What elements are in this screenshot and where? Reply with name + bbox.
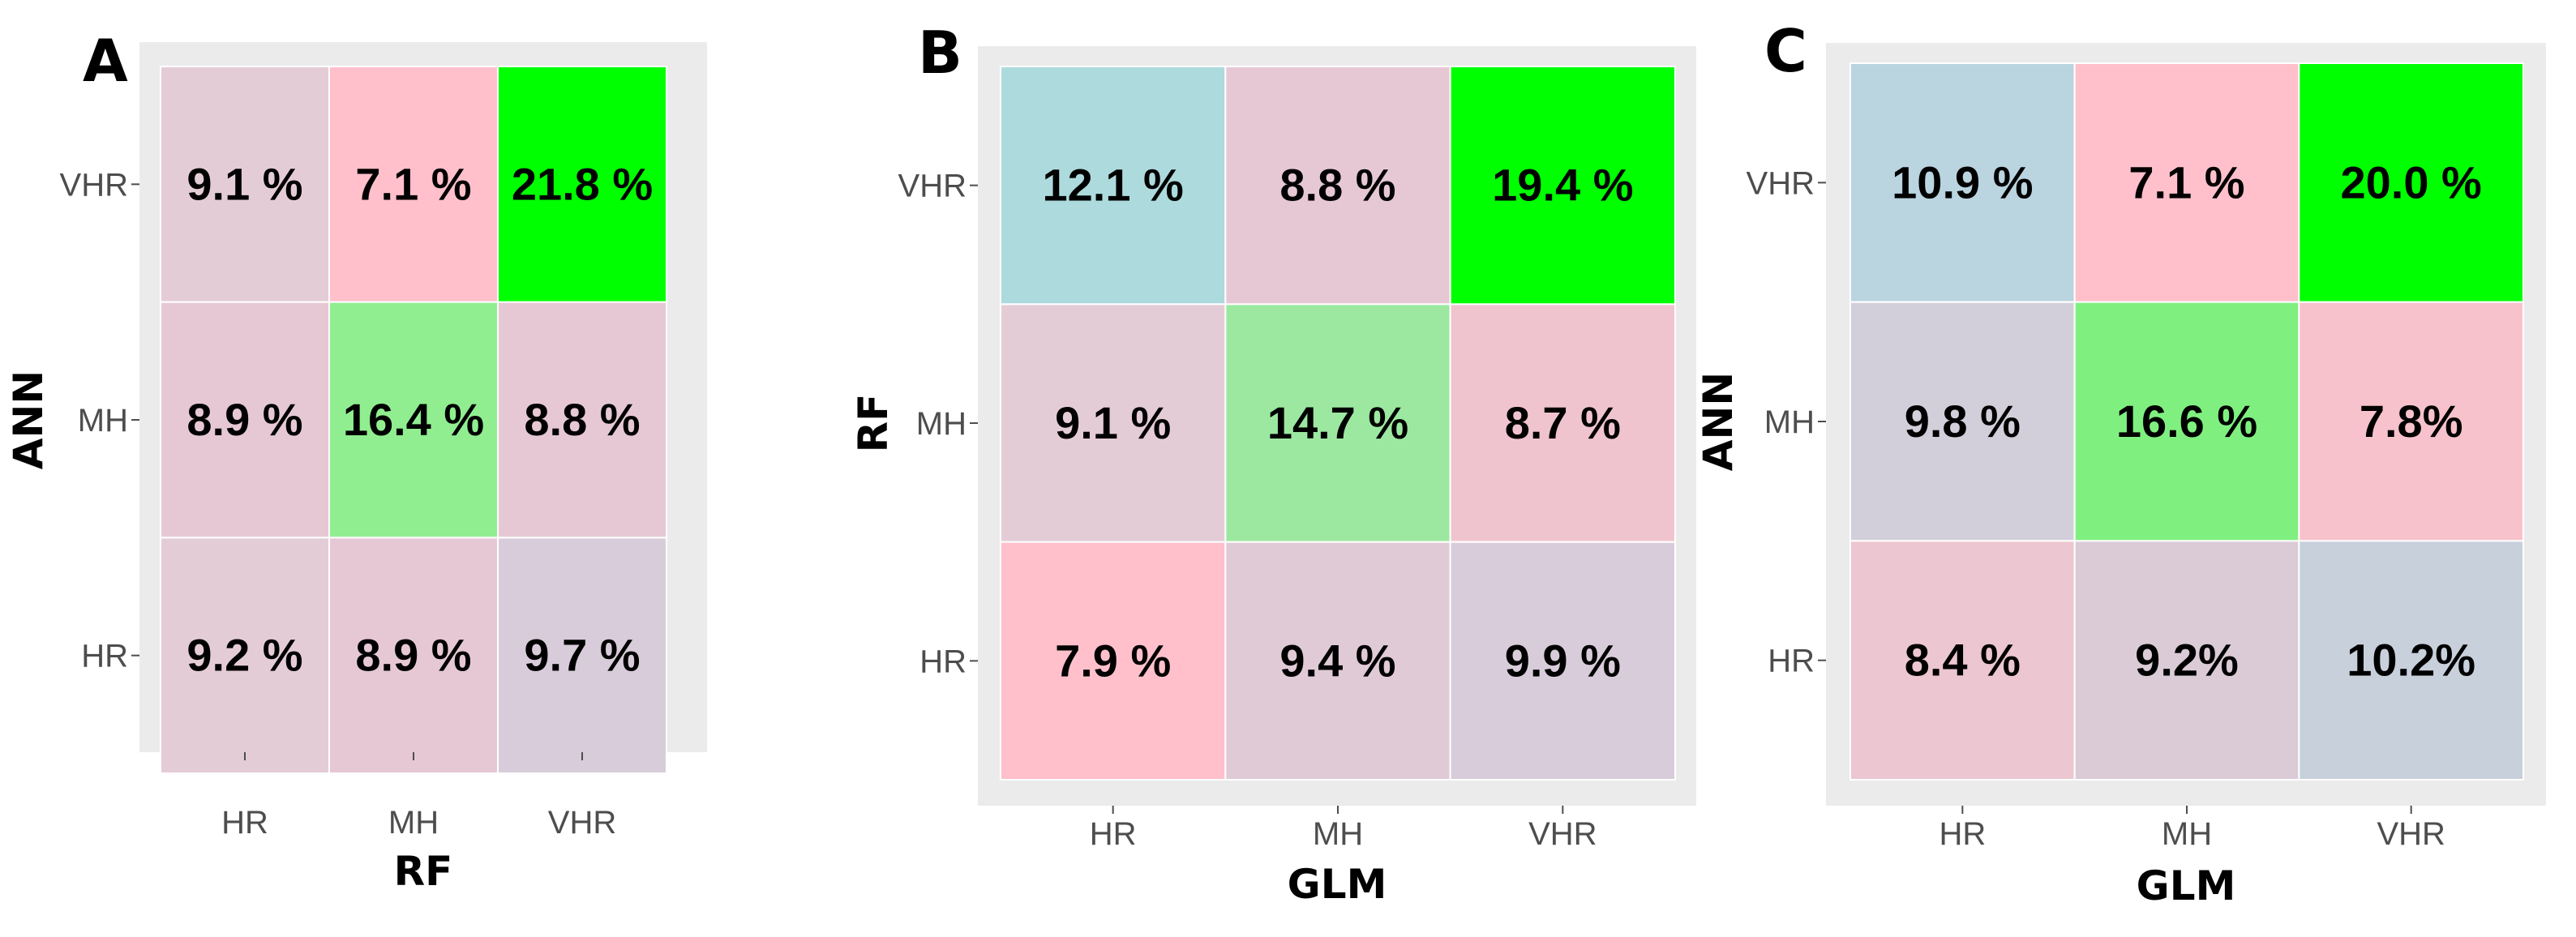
cell-value-label: 9.1 % [186,158,302,209]
cell-value-label: 9.8 % [1905,396,2021,447]
heatmap-cell [2073,540,2300,781]
heatmap-cell [497,66,667,303]
cell-value-label: 9.9 % [1505,635,1621,686]
heatmap-cell [2298,540,2524,781]
heatmap-cell [2073,62,2300,303]
heatmap-cell [160,301,330,539]
heatmap-cell [1224,541,1451,781]
heatmap-cell [2073,301,2300,542]
cell-value-label: 16.6 % [2116,396,2257,447]
cell-value-label: 12.1 % [1042,160,1183,211]
x-tick-label: MH [388,805,439,841]
cell-value-label: 9.2% [2135,635,2239,686]
panel-letter: C [1764,17,1807,85]
heatmap-cell [1449,541,1676,781]
y-tick-label: VHR [60,167,128,203]
y-axis-title: ANN [1695,372,1742,471]
heatmap-cell [1849,301,2076,542]
x-tick-label: VHR [2377,816,2445,852]
cell-value-label: 10.9 % [1892,156,2033,208]
heatmap-cell [160,66,330,303]
cell-value-label: 7.1 % [2128,156,2244,208]
y-axis-title: ANN [5,370,52,469]
cell-value-label: 9.1 % [1055,397,1171,448]
cell-value-label: 10.2% [2347,635,2475,686]
heatmap-panel-a: 9.1 % 7.1 % 21.8 % 8.9 % 16.4 % 8.8 % 9.2 % 8.9… [5,27,707,895]
cell-value-label: 8.8 % [524,394,640,445]
x-tick-label: HR [1090,816,1137,852]
y-tick-label: MH [916,406,967,442]
y-tick-label: HR [1768,644,1815,679]
heatmap-cell [2298,62,2524,303]
heatmap-cell [1449,303,1676,543]
cell-value-label: 21.8 % [512,158,653,209]
cell-value-label: 8.9 % [355,630,471,681]
heatmap-cell [1224,303,1451,543]
cell-value-label: 9.7 % [524,630,640,681]
heatmap-cell [2298,301,2524,542]
heatmap-panel-b: 12.1 % 8.8 % 19.4 % 9.1 % 14.7 % 8.7 % 7.9 % 9.… [850,19,1696,908]
y-tick-label: VHR [1747,165,1815,201]
cell-value-label: 9.4 % [1279,635,1395,686]
y-tick-label: MH [78,403,128,439]
heatmap-panel-c: 10.9 % 7.1 % 20.0 % 9.8 % 16.6 % 7.8% 8.4 % 9.2… [1695,17,2546,909]
x-tick-label: MH [1313,816,1363,852]
heatmap-cell [1849,540,2076,781]
heatmap-cell [1000,541,1227,781]
cell-value-label: 8.8 % [1279,160,1395,211]
heatmap-cell [1449,66,1676,306]
cell-value-label: 9.2 % [186,630,302,681]
y-axis-title: RF [850,394,897,453]
cell-value-label: 16.4 % [343,394,484,445]
heatmap-cell [1000,303,1227,543]
x-axis-title: RF [394,848,453,895]
cell-value-label: 19.4 % [1492,160,1633,211]
x-tick-label: VHR [548,805,616,841]
panel-letter: B [918,19,962,87]
heatmap-cell [328,537,499,774]
heatmap-cell [497,537,667,774]
x-tick-label: MH [2162,816,2212,852]
heatmap-cell [328,66,499,303]
x-axis-title: GLM [2137,862,2236,909]
cell-value-label: 8.4 % [1905,635,2021,686]
cell-value-label: 20.0 % [2340,156,2481,208]
cell-value-label: 7.8% [2360,396,2463,447]
heatmap-cell [1000,66,1227,306]
cell-value-label: 7.9 % [1055,635,1171,686]
panel-letter: A [83,27,128,95]
heatmap-cell [1224,66,1451,306]
x-tick-label: HR [221,805,268,841]
x-axis-title: GLM [1288,861,1387,908]
cell-value-label: 7.1 % [355,158,471,209]
cell-value-label: 14.7 % [1267,397,1408,448]
heatmap-cell [160,537,330,774]
cell-value-label: 8.9 % [186,394,302,445]
y-tick-label: MH [1764,404,1815,440]
x-tick-label: HR [1939,816,1986,852]
y-tick-label: HR [919,644,967,679]
x-tick-label: VHR [1528,816,1597,852]
cell-value-label: 8.7 % [1505,397,1621,448]
y-tick-label: HR [81,639,128,674]
y-tick-label: VHR [898,169,967,204]
